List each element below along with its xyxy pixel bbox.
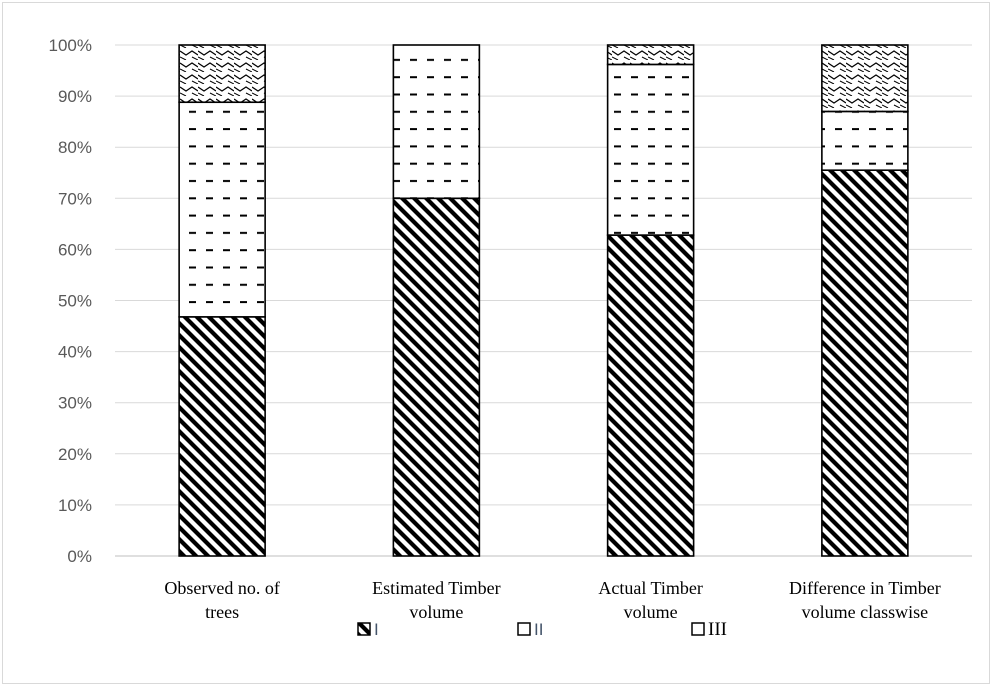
y-tick-label: 80% <box>58 138 92 157</box>
legend-label: I <box>374 620 379 639</box>
x-tick-label: volume <box>624 602 678 622</box>
bar-segment-ii <box>392 44 481 200</box>
bar-segment-i <box>392 197 481 557</box>
bar-segment-iii <box>821 44 909 113</box>
y-tick-label: 10% <box>58 496 92 515</box>
y-axis-ticks: 0% 10% 20% 30% 40% 50% 60% 70% 80% 90% 100% <box>49 36 92 566</box>
bar-segment-iii <box>178 44 266 104</box>
y-tick-label: 20% <box>58 445 92 464</box>
bar-segment-i <box>821 169 909 557</box>
x-axis-ticks: Observed no. of trees Estimated Timber volu… <box>164 578 940 622</box>
bar-segment-i <box>606 234 695 557</box>
y-tick-label: 30% <box>58 394 92 413</box>
y-tick-label: 100% <box>49 36 92 55</box>
legend-swatch <box>691 622 705 636</box>
x-tick-label: trees <box>205 602 239 622</box>
x-tick-label: Difference in Timber <box>789 578 941 598</box>
x-tick-label: Actual Timber <box>598 578 703 598</box>
legend-label: II <box>534 620 543 639</box>
bar-segment-ii <box>178 101 266 318</box>
legend-swatch <box>357 622 371 636</box>
bar-segment-ii <box>606 63 695 236</box>
y-tick-label: 90% <box>58 87 92 106</box>
legend: I II III <box>357 619 727 640</box>
legend-swatch <box>517 622 531 636</box>
x-tick-label: Observed no. of <box>164 578 279 598</box>
y-tick-label: 60% <box>58 240 92 259</box>
y-tick-label: 70% <box>58 189 92 208</box>
bar-segment-i <box>178 316 266 557</box>
bar-segment-iii <box>606 44 695 66</box>
y-tick-label: 50% <box>58 292 92 311</box>
x-tick-label: Estimated Timber <box>372 578 501 598</box>
bars <box>178 44 909 557</box>
y-tick-label: 0% <box>67 547 92 566</box>
y-tick-label: 40% <box>58 343 92 362</box>
legend-label: III <box>708 619 727 640</box>
x-tick-label: volume <box>409 602 463 622</box>
x-tick-label: volume classwise <box>802 602 928 622</box>
bar-segment-ii <box>821 110 909 171</box>
